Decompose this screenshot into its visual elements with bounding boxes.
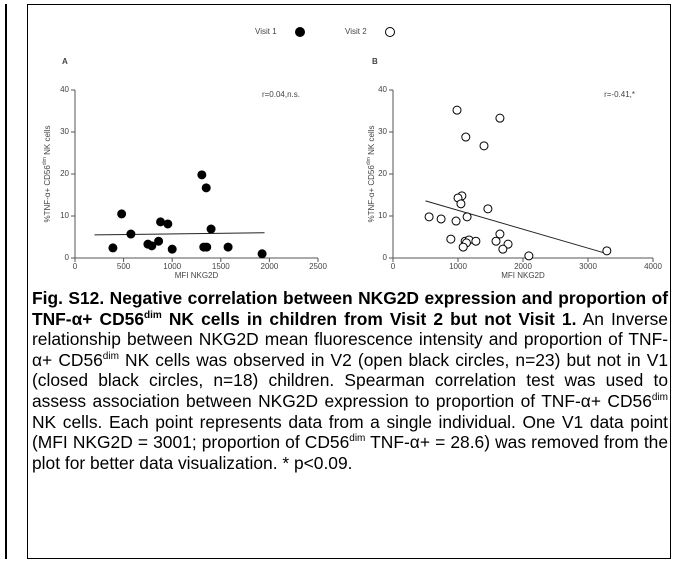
- data-point: [524, 251, 534, 261]
- x-tick-label: 2500: [309, 262, 327, 271]
- data-point: [197, 170, 207, 180]
- x-tick-label: 2000: [514, 262, 532, 271]
- text-run: NK cells was observed in V2 (open black …: [32, 349, 669, 411]
- caption-title: Fig. S12. Negative correlation between N…: [32, 288, 668, 329]
- caption: Fig. S12. Negative correlation between N…: [32, 288, 668, 473]
- text-run: NK cells. Each point represents data fro…: [32, 411, 668, 453]
- data-point: [602, 246, 612, 256]
- y-label-run: NK cells: [367, 126, 376, 158]
- y-label-run: NK cells: [43, 126, 52, 158]
- legend-marker: [385, 27, 395, 37]
- data-point: [483, 204, 493, 214]
- data-point: [471, 236, 481, 246]
- x-axis-label: MFI NKG2D: [175, 271, 219, 280]
- figure-frame: [27, 4, 671, 559]
- data-point: [108, 243, 118, 253]
- y-label-run: %TNF-α+ CD56: [43, 165, 52, 223]
- x-tick-label: 4000: [644, 262, 662, 271]
- data-point: [495, 113, 505, 123]
- data-point: [495, 229, 505, 239]
- x-tick-label: 0: [73, 262, 78, 271]
- y-tick-label: 40: [378, 85, 387, 94]
- x-axis-label: MFI NKG2D: [501, 271, 545, 280]
- data-point: [436, 214, 446, 224]
- x-tick-label: 0: [391, 262, 396, 271]
- side-rule: [5, 4, 7, 559]
- annotation: r=-0.41,*: [604, 90, 635, 99]
- text-run: Fig. S12. Negative correlation between N…: [32, 288, 668, 329]
- data-point: [167, 244, 177, 254]
- y-label-sup: dim: [42, 157, 48, 165]
- data-point: [126, 229, 136, 239]
- y-tick-label: 20: [378, 169, 387, 178]
- annotation: r=0.04,n.s.: [262, 90, 300, 99]
- text-run: An Inverse relationship between NKG2D me…: [32, 308, 668, 370]
- x-tick-label: 1000: [449, 262, 467, 271]
- data-point: [491, 236, 501, 246]
- x-tick-label: 2000: [261, 262, 279, 271]
- data-point: [498, 244, 508, 254]
- data-point: [446, 234, 456, 244]
- data-point: [223, 242, 233, 252]
- superscript: dim: [144, 309, 162, 321]
- y-tick-label: 30: [60, 127, 69, 136]
- y-tick-label: 30: [378, 127, 387, 136]
- data-point: [461, 132, 471, 142]
- x-tick-label: 3000: [579, 262, 597, 271]
- trend-line: [425, 200, 608, 255]
- figure: Visit 1 Visit 2 Ar=0.04,n.s. 0 10 20 30 40 0 500 1…: [42, 27, 662, 280]
- y-tick-label: 20: [60, 169, 69, 178]
- data-point: [147, 241, 157, 251]
- y-label-run: %TNF-α+ CD56: [367, 165, 376, 223]
- data-point: [452, 105, 462, 115]
- data-point: [163, 219, 173, 229]
- legend-label: Visit 1: [255, 27, 277, 36]
- data-point: [257, 249, 267, 259]
- y-tick-label: 10: [60, 211, 69, 220]
- text-run: TNF-α+ = 28.6) was removed from the plot…: [32, 432, 668, 473]
- y-label-sup: dim: [366, 157, 372, 165]
- x-tick-label: 500: [117, 262, 131, 271]
- data-point: [206, 224, 216, 234]
- text-run: NK cells in children from Visit 2 but no…: [161, 308, 577, 329]
- y-tick-label: 0: [65, 253, 70, 262]
- y-axis-label: %TNF-α+ CD56dim NK cells: [366, 126, 376, 223]
- trend-line: [94, 232, 265, 236]
- x-tick-label: 1000: [163, 262, 181, 271]
- x-tick-label: 1500: [212, 262, 230, 271]
- panel-label: A: [62, 57, 68, 66]
- panel-label: B: [372, 57, 378, 66]
- superscript: dim: [102, 350, 119, 362]
- superscript: dim: [651, 392, 668, 404]
- data-point: [154, 236, 164, 246]
- y-axis-label: %TNF-α+ CD56dim NK cells: [42, 126, 52, 223]
- superscript: dim: [349, 433, 366, 445]
- data-point: [479, 141, 489, 151]
- data-point: [202, 242, 212, 252]
- data-point: [201, 183, 211, 193]
- y-tick-label: 0: [383, 253, 388, 262]
- data-point: [458, 242, 468, 252]
- data-point: [462, 212, 472, 222]
- data-point: [117, 209, 127, 219]
- y-tick-label: 40: [60, 85, 69, 94]
- legend-marker: [295, 27, 305, 37]
- data-point: [156, 217, 166, 227]
- data-point: [424, 212, 434, 222]
- y-tick-label: 10: [378, 211, 387, 220]
- data-point: [451, 216, 461, 226]
- caption-body: An Inverse relationship between NKG2D me…: [32, 309, 668, 473]
- data-point: [456, 199, 466, 209]
- legend-label: Visit 2: [345, 27, 367, 36]
